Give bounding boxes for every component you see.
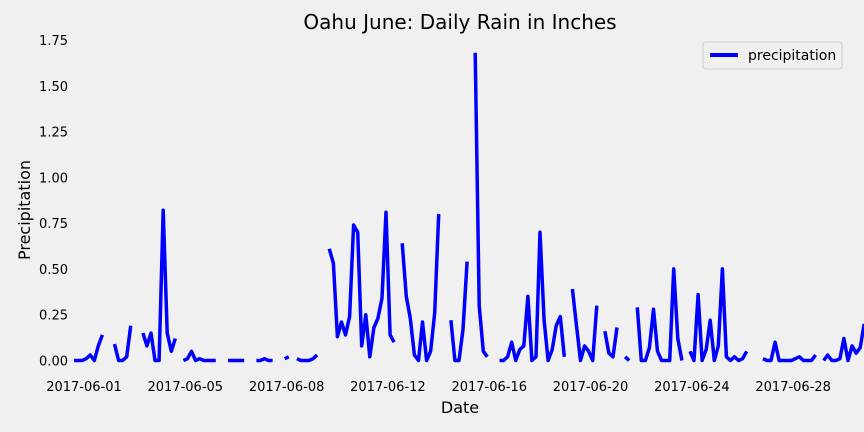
y-tick-label: 1.00 xyxy=(39,171,68,186)
series-line-precipitation xyxy=(283,355,290,361)
x-axis-ticks: 2017-06-01 2017-06-05 2017-06-08 2017-06-12… xyxy=(46,380,831,395)
series-line-precipitation xyxy=(822,323,864,363)
series-line-precipitation xyxy=(74,334,105,363)
legend-label-precipitation: precipitation xyxy=(748,48,836,64)
series-line-precipitation xyxy=(623,355,631,362)
series-line-precipitation xyxy=(449,261,469,363)
y-tick-label: 0.50 xyxy=(39,263,68,278)
series-line-precipitation xyxy=(400,213,441,363)
series-line-precipitation xyxy=(182,349,216,363)
series-line-precipitation xyxy=(688,267,749,363)
series-line-precipitation xyxy=(603,327,619,359)
x-tick-label: 2017-06-20 xyxy=(553,380,629,395)
chart-title: Oahu June: Daily Rain in Inches xyxy=(303,10,616,34)
plot-area xyxy=(74,52,864,363)
series-line-precipitation xyxy=(570,288,599,363)
legend: precipitation xyxy=(702,41,843,70)
series-line-precipitation xyxy=(499,230,567,363)
series-line-precipitation xyxy=(112,325,133,363)
x-tick-label: 2017-06-08 xyxy=(249,380,325,395)
series-line-precipitation xyxy=(762,340,818,363)
series-line-precipitation xyxy=(141,208,177,363)
x-tick-label: 2017-06-16 xyxy=(451,380,527,395)
series-line-precipitation xyxy=(296,353,319,363)
y-tick-label: 0.00 xyxy=(39,355,68,370)
x-axis-label: Date xyxy=(441,398,479,417)
series-line-precipitation xyxy=(473,52,489,358)
x-tick-label: 2017-06-24 xyxy=(654,380,730,395)
x-tick-label: 2017-06-05 xyxy=(148,380,224,395)
legend-box xyxy=(702,41,843,70)
y-tick-label: 1.75 xyxy=(39,34,68,49)
x-tick-label: 2017-06-12 xyxy=(350,380,426,395)
y-tick-label: 1.50 xyxy=(39,80,68,95)
x-tick-label: 2017-06-01 xyxy=(46,380,122,395)
series-line-precipitation xyxy=(327,210,396,359)
y-tick-label: 0.75 xyxy=(39,217,68,232)
y-tick-label: 0.25 xyxy=(39,309,68,324)
y-tick-label: 1.25 xyxy=(39,126,68,141)
series-line-precipitation xyxy=(256,356,273,363)
x-tick-label: 2017-06-28 xyxy=(755,380,831,395)
y-axis-ticks: 0.00 0.25 0.50 0.75 1.00 1.25 1.50 1.75 xyxy=(39,34,68,370)
y-axis-label: Precipitation xyxy=(15,160,34,260)
series-line-precipitation xyxy=(635,267,684,363)
